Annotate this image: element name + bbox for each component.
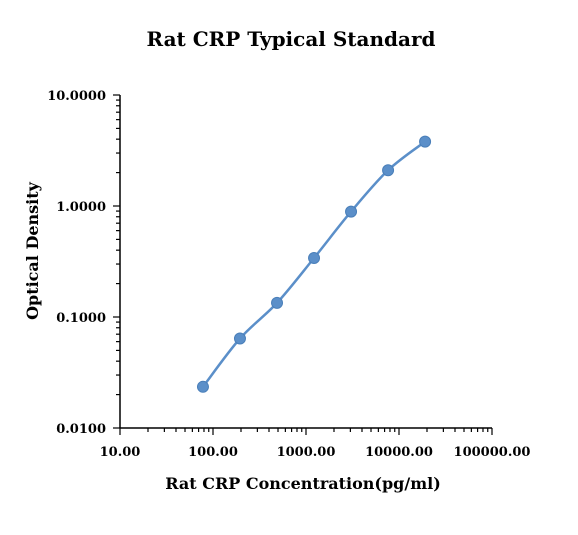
data-point <box>271 296 284 309</box>
data-point <box>308 252 321 265</box>
x-tick-label: 1000.00 <box>277 445 336 460</box>
y-tick-label: 0.0100 <box>56 422 106 437</box>
data-point <box>196 380 209 393</box>
plot-area <box>196 135 432 393</box>
y-tick-label: 0.1000 <box>56 311 106 326</box>
y-tick-label: 10.0000 <box>47 89 106 104</box>
chart-title: Rat CRP Typical Standard <box>146 27 435 51</box>
x-axis-label: Rat CRP Concentration(pg/ml) <box>165 474 441 493</box>
data-point <box>419 135 432 148</box>
data-point <box>233 332 246 345</box>
series-line <box>201 140 426 388</box>
x-tick-label: 100.00 <box>188 445 238 460</box>
data-point <box>382 164 395 177</box>
y-tick-label: 1.0000 <box>56 200 106 215</box>
y-axis-label: Optical Density <box>23 181 42 320</box>
x-tick-label: 10000.00 <box>365 445 433 460</box>
x-tick-label: 100000.00 <box>454 445 531 460</box>
x-tick-label: 10.00 <box>100 445 141 460</box>
axes: 10.00 100.00 1000.00 10000.00 100000.00 0.010… <box>47 89 530 460</box>
data-point <box>345 205 358 218</box>
